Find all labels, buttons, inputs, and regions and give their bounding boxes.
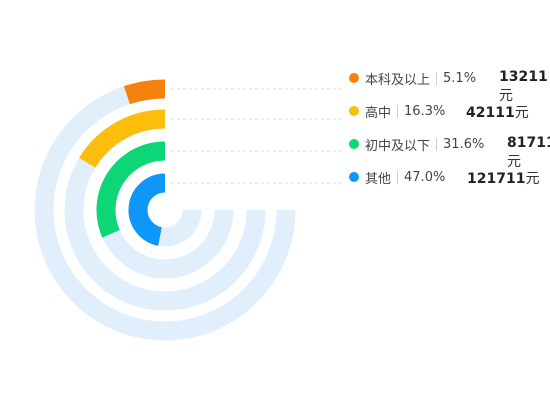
ring-track (34, 79, 296, 341)
ring-bar[interactable] (96, 141, 166, 238)
ring-bar[interactable] (128, 173, 166, 246)
ring-bar[interactable] (123, 79, 166, 105)
ring-bar[interactable] (79, 109, 166, 168)
